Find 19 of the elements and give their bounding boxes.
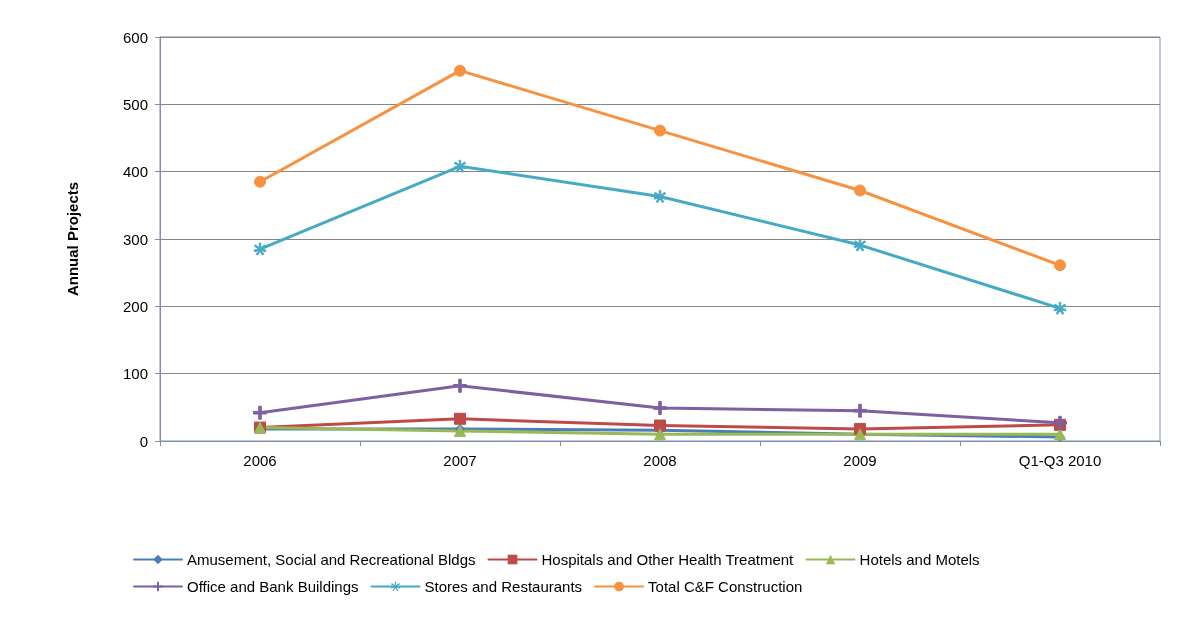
x-tick-label: 2008 (643, 452, 677, 469)
x-tick-label: 2009 (843, 452, 877, 469)
legend-label: Stores and Restaurants (424, 578, 583, 595)
y-tick-label: 100 (122, 365, 148, 383)
legend-label: Hospitals and Other Health Treatment (541, 551, 795, 568)
y-tick-label: 300 (122, 230, 148, 248)
x-tick-label: 2007 (443, 452, 477, 469)
legend-label: Office and Bank Buildings (187, 578, 359, 595)
y-tick-label: 200 (122, 297, 148, 315)
y-axis-title: Annual Projects (64, 181, 81, 297)
x-tick-label: Q1-Q3 2010 (1018, 452, 1102, 469)
legend-label: Total C&F Construction (648, 578, 803, 595)
y-tick-label: 0 (139, 432, 148, 450)
x-tick-label: 2006 (243, 452, 277, 469)
legend-label: Hotels and Motels (859, 551, 980, 568)
y-tick-label: 400 (122, 163, 148, 181)
y-tick-label: 600 (122, 28, 148, 46)
y-tick-label: 500 (122, 95, 148, 113)
legend-label: Amusement, Social and Recreational Bldgs (187, 551, 476, 568)
